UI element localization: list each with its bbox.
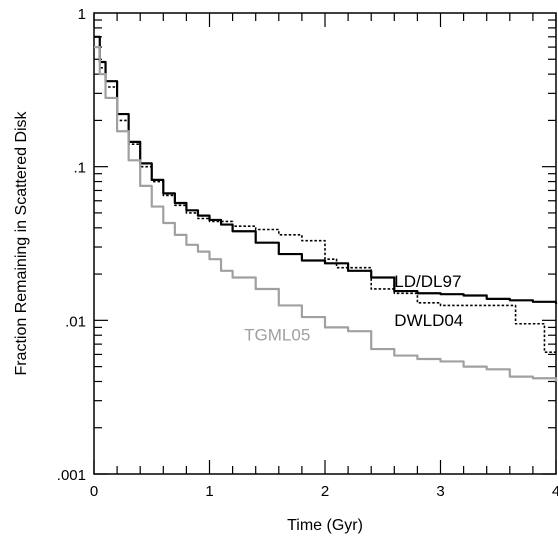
x-tick-label: 3 [436, 483, 444, 500]
y-axis-label: Fraction Remaining in Scattered Disk [13, 110, 30, 375]
y-tick-label: 1 [78, 6, 86, 23]
x-tick-label: 2 [321, 483, 329, 500]
axis-tick-labels: 0 1 2 3 4 1 .1 .01 .001 [57, 6, 558, 500]
series-label: DWLD04 [394, 311, 463, 330]
x-tick-label: 1 [205, 483, 213, 500]
y-tick-label: .001 [57, 467, 86, 484]
plot-frame [93, 12, 557, 475]
series-line-dwld04 [94, 46, 556, 354]
y-tick-label: .01 [65, 313, 86, 330]
x-axis-label: Time (Gyr) [287, 517, 363, 534]
series-line-ld-dl97 [94, 35, 558, 304]
x-tick-label: 4 [552, 483, 558, 500]
x-tick-label: 0 [90, 483, 98, 500]
axis-ticks [93, 13, 557, 475]
series-label: TGML05 [244, 325, 310, 344]
y-tick-label: .1 [73, 160, 86, 177]
series-labels: LD/DL97 DWLD04 TGML05 [244, 272, 463, 345]
series-label: LD/DL97 [394, 272, 461, 291]
series-lines [94, 35, 558, 382]
series-line-tgml05 [94, 45, 558, 382]
